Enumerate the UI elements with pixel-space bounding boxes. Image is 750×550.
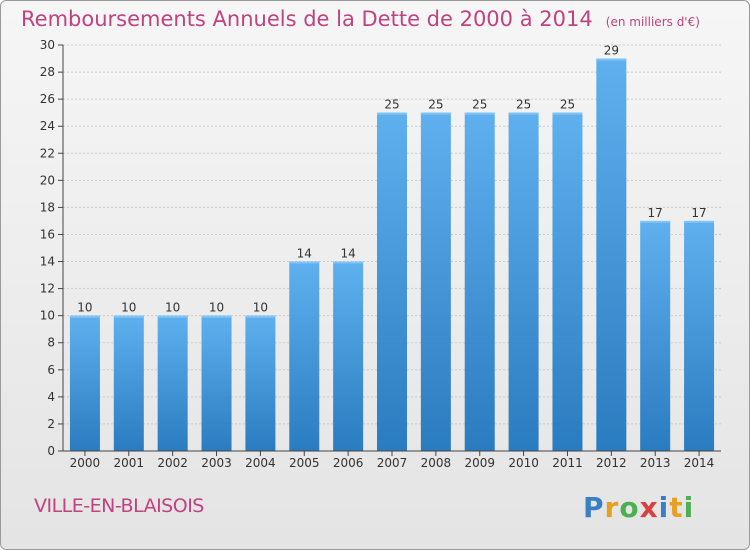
x-tick-label: 2000 <box>70 456 101 470</box>
bar-value-label: 14 <box>340 247 355 261</box>
x-tick-label: 2011 <box>552 456 583 470</box>
y-tick-label: 22 <box>40 146 55 160</box>
y-tick-label: 26 <box>40 92 55 106</box>
y-tick-label: 30 <box>40 38 55 52</box>
x-tick-label: 2010 <box>508 456 539 470</box>
commune-name: VILLE-EN-BLAISOIS <box>34 495 204 517</box>
bar-value-label: 25 <box>472 98 487 112</box>
x-tick-label: 2012 <box>596 456 627 470</box>
y-tick-label: 0 <box>47 444 55 458</box>
bar-top-highlight <box>508 112 539 115</box>
bar <box>113 315 144 451</box>
bar-value-label: 17 <box>691 206 706 220</box>
bar-value-label: 29 <box>604 44 619 58</box>
bar <box>508 112 539 452</box>
bar-value-label: 25 <box>560 98 575 112</box>
bar <box>420 112 451 452</box>
bar-top-highlight <box>420 112 451 115</box>
bar-top-highlight <box>69 315 100 318</box>
bar <box>464 112 495 452</box>
y-tick-label: 16 <box>40 227 55 241</box>
bar <box>377 112 407 452</box>
bar <box>157 315 188 451</box>
bar-top-highlight <box>245 315 276 318</box>
bar <box>245 315 276 451</box>
bar <box>640 220 671 451</box>
bar-value-label: 14 <box>297 247 312 261</box>
y-tick-label: 4 <box>47 390 55 404</box>
bar <box>596 58 627 452</box>
title-row: Remboursements Annuels de la Dette de 20… <box>21 7 700 31</box>
x-tick-label: 2009 <box>464 456 495 470</box>
logo-letter: i <box>683 491 695 524</box>
bar <box>289 261 320 451</box>
y-tick-label: 12 <box>40 282 55 296</box>
y-tick-label: 2 <box>47 417 55 431</box>
bar-value-label: 25 <box>428 98 443 112</box>
bar-top-highlight <box>552 112 583 115</box>
y-tick-label: 6 <box>47 363 55 377</box>
bar-top-highlight <box>684 220 715 223</box>
chart-unit: (en milliers d'€) <box>605 15 700 29</box>
y-tick-label: 8 <box>47 336 55 350</box>
logo-letter: i <box>658 491 670 524</box>
x-tick-label: 2013 <box>640 456 671 470</box>
proxiti-logo[interactable]: Proxiti <box>583 491 694 524</box>
y-tick-label: 18 <box>40 200 55 214</box>
x-tick-label: 2014 <box>684 456 715 470</box>
bar-top-highlight <box>157 315 188 318</box>
bar-value-label: 10 <box>209 301 224 315</box>
bar-value-label: 10 <box>77 301 92 315</box>
x-tick-label: 2007 <box>377 456 408 470</box>
x-tick-label: 2001 <box>114 456 145 470</box>
bar-top-highlight <box>333 261 364 264</box>
bar <box>201 315 232 451</box>
logo-letter: P <box>583 491 605 524</box>
y-tick-label: 28 <box>40 65 55 79</box>
bar <box>552 112 583 452</box>
bar-value-label: 17 <box>648 206 663 220</box>
bar-top-highlight <box>640 220 671 223</box>
labels: 0246810121416182022242628301020001020011… <box>40 38 715 470</box>
x-tick-label: 2008 <box>421 456 452 470</box>
y-tick-label: 24 <box>40 119 55 133</box>
x-tick-label: 2004 <box>245 456 276 470</box>
bar-value-label: 10 <box>121 301 136 315</box>
bar-value-label: 10 <box>165 301 180 315</box>
bar-value-label: 25 <box>384 98 399 112</box>
bar-value-label: 10 <box>253 301 268 315</box>
axes <box>58 44 721 456</box>
bar-top-highlight <box>596 58 627 61</box>
x-tick-label: 2003 <box>201 456 232 470</box>
bar-top-highlight <box>113 315 144 318</box>
logo-letter: r <box>604 491 620 524</box>
bar-top-highlight <box>377 112 407 115</box>
chart-title: Remboursements Annuels de la Dette de 20… <box>21 7 593 31</box>
y-tick-label: 20 <box>40 173 55 187</box>
x-tick-label: 2002 <box>157 456 188 470</box>
bar-top-highlight <box>201 315 232 318</box>
y-tick-label: 10 <box>40 309 55 323</box>
bar-top-highlight <box>289 261 320 264</box>
logo-letter: t <box>669 491 684 524</box>
bars <box>69 58 715 452</box>
logo-letter: o <box>619 491 640 524</box>
y-tick-label: 14 <box>40 255 55 269</box>
bar <box>69 315 100 451</box>
x-tick-label: 2006 <box>333 456 364 470</box>
bar <box>684 220 715 451</box>
bar <box>333 261 364 451</box>
bar-top-highlight <box>464 112 495 115</box>
logo-letter: x <box>639 491 659 524</box>
bar-value-label: 25 <box>516 98 531 112</box>
x-tick-label: 2005 <box>289 456 320 470</box>
